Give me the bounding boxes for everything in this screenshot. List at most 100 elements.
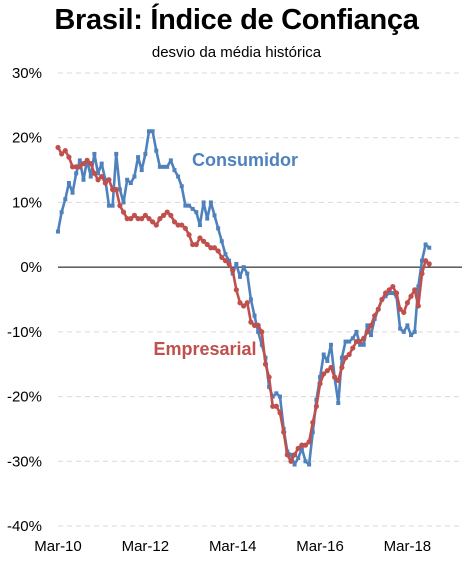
empresarial-point xyxy=(248,319,254,325)
consumidor-point xyxy=(419,258,424,263)
y-tick-label: 10% xyxy=(12,194,42,211)
empresarial-point xyxy=(266,374,272,380)
y-tick-label: -30% xyxy=(7,453,42,470)
consumidor-point xyxy=(350,336,355,341)
empresarial-point xyxy=(153,222,159,228)
empresarial-point xyxy=(55,144,61,151)
consumidor-point xyxy=(74,171,79,176)
empresarial-point xyxy=(120,209,127,215)
consumidor-point xyxy=(256,329,261,334)
empresarial-point xyxy=(372,313,378,319)
empresarial-point xyxy=(317,381,323,387)
consumidor-point xyxy=(157,164,162,169)
consumidor-point xyxy=(216,226,221,231)
consumidor-point xyxy=(325,358,330,363)
empresarial-point xyxy=(230,267,236,273)
empresarial-point xyxy=(139,216,145,222)
empresarial-point xyxy=(393,290,400,296)
empresarial-point xyxy=(157,216,163,222)
consumidor-point xyxy=(383,294,388,299)
empresarial-point xyxy=(168,212,174,218)
empresarial-point xyxy=(255,322,261,328)
consumidor-point xyxy=(318,375,323,380)
consumidor-point xyxy=(227,258,232,263)
empresarial-point xyxy=(390,283,396,290)
consumidor-point xyxy=(59,210,64,215)
empresarial-point xyxy=(106,177,112,183)
consumidor-point xyxy=(365,323,370,328)
empresarial-point xyxy=(324,368,330,374)
consumidor-point xyxy=(176,174,181,179)
empresarial-point xyxy=(277,410,283,416)
x-tick-label: Mar-12 xyxy=(122,538,170,555)
empresarial-point xyxy=(73,164,79,170)
empresarial-point xyxy=(150,219,156,225)
series-labels: Consumidor Empresarial xyxy=(153,150,298,359)
consumidor-line xyxy=(56,129,431,466)
series-label-consumidor: Consumidor xyxy=(192,150,298,170)
consumidor-point xyxy=(96,171,101,176)
consumidor-point xyxy=(194,210,199,215)
empresarial-point xyxy=(175,222,181,228)
consumidor-point xyxy=(328,342,333,347)
y-tick-label: 0% xyxy=(20,259,42,276)
empresarial-point xyxy=(241,303,247,309)
empresarial-point xyxy=(313,403,320,409)
empresarial-point xyxy=(200,238,207,244)
empresarial-point xyxy=(350,345,356,351)
empresarial-point xyxy=(84,157,90,163)
empresarial-point xyxy=(339,364,345,371)
y-tick-label: 20% xyxy=(12,130,42,147)
consumidor-point xyxy=(125,177,130,182)
empresarial-point xyxy=(270,403,276,409)
empresarial-point xyxy=(342,355,349,361)
consumidor-point xyxy=(427,245,432,250)
consumidor-point xyxy=(274,391,279,396)
empresarial-point xyxy=(215,248,221,254)
consumidor-point xyxy=(143,151,148,156)
consumidor-point xyxy=(106,203,111,208)
empresarial-point xyxy=(357,338,363,345)
consumidor-point xyxy=(56,229,60,234)
empresarial-point xyxy=(204,241,210,248)
empresarial-point xyxy=(164,209,170,215)
empresarial-point xyxy=(368,322,374,328)
empresarial-point xyxy=(109,186,116,193)
empresarial-point xyxy=(237,300,243,306)
consumidor-point xyxy=(299,446,304,451)
consumidor-point xyxy=(136,155,141,160)
empresarial-point xyxy=(332,374,338,380)
empresarial-point xyxy=(117,203,123,209)
consumidor-point xyxy=(223,252,228,257)
consumidor-point xyxy=(146,129,151,134)
x-tick-label: Mar-18 xyxy=(384,538,432,555)
consumidor-point xyxy=(219,239,224,244)
consumidor-point xyxy=(77,158,82,163)
consumidor-point xyxy=(205,216,210,221)
series-label-empresarial: Empresarial xyxy=(153,339,256,359)
empresarial-point xyxy=(179,222,185,228)
empresarial-point xyxy=(142,212,148,218)
empresarial-point xyxy=(208,245,214,251)
consumidor-point xyxy=(237,274,242,279)
consumidor-point xyxy=(208,200,213,205)
y-tick-label: -40% xyxy=(7,518,42,535)
consumidor-point xyxy=(288,452,293,457)
empresarial-point xyxy=(335,377,341,383)
consumidor-point xyxy=(212,213,217,218)
empresarial-point xyxy=(66,154,72,160)
consumidor-point xyxy=(292,462,297,467)
empresarial-point xyxy=(310,419,316,426)
consumidor-point xyxy=(66,181,71,186)
consumidor-point xyxy=(354,329,359,334)
empresarial-point xyxy=(226,261,232,267)
empresarial-point xyxy=(423,258,429,264)
x-tick-label: Mar-16 xyxy=(296,538,344,555)
empresarial-point xyxy=(160,212,167,218)
consumidor-point xyxy=(339,355,344,360)
consumidor-point xyxy=(197,223,202,228)
consumidor-point xyxy=(201,200,206,205)
empresarial-point xyxy=(77,164,83,170)
consumidor-point xyxy=(168,158,173,163)
